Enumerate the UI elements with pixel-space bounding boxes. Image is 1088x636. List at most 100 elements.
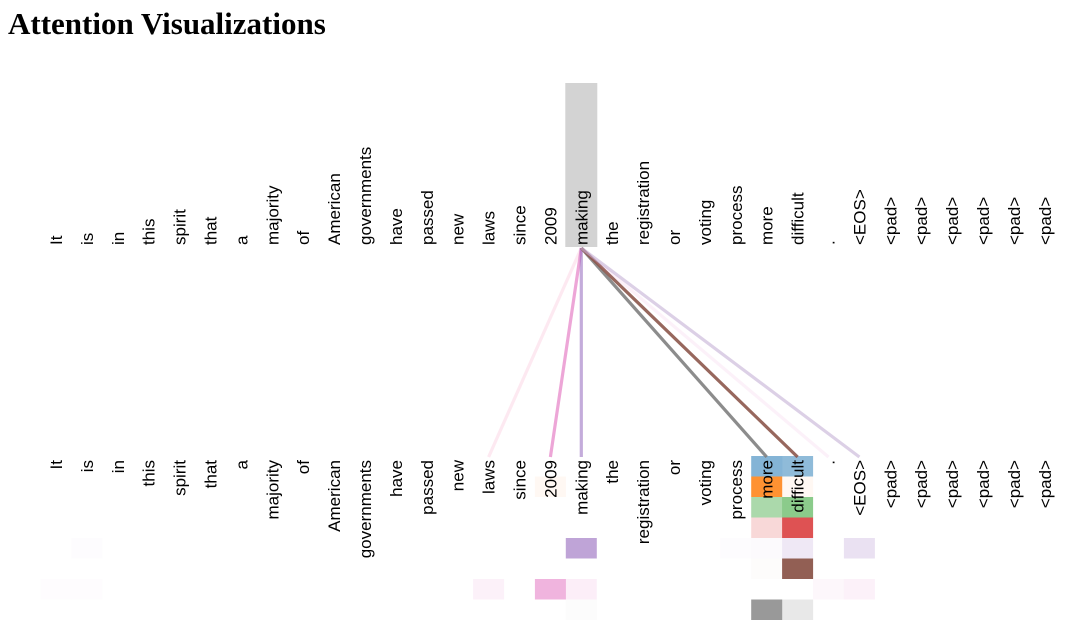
attention-cell-grid [41, 456, 875, 621]
target-token[interactable]: voting [696, 460, 715, 505]
source-token[interactable]: or [665, 230, 684, 245]
attention-line-25 [580, 246, 830, 459]
attention-cell-26-4 [843, 538, 875, 559]
attention-line-16 [548, 247, 583, 458]
target-token[interactable]: of [294, 460, 313, 474]
source-token[interactable]: difficult [789, 192, 808, 245]
target-token[interactable]: that [202, 460, 221, 489]
target-token[interactable]: It [47, 460, 66, 470]
attention-cell-23-7 [751, 599, 783, 620]
target-token[interactable]: this [140, 460, 159, 486]
source-token[interactable]: process [727, 185, 746, 245]
attention-line-23 [580, 246, 768, 459]
target-token[interactable]: 2009 [541, 460, 560, 498]
query-highlights [565, 83, 598, 247]
source-token[interactable]: a [232, 235, 251, 245]
source-token[interactable]: governments [356, 147, 375, 245]
attention-cell-24-3 [782, 517, 814, 538]
target-token[interactable]: laws [480, 460, 499, 494]
target-token[interactable]: spirit [171, 460, 190, 496]
query-token-highlight [565, 83, 598, 247]
source-token-row: It is in this spirit that a majority of American g… [47, 147, 1055, 245]
source-token[interactable]: 2009 [541, 207, 560, 245]
target-token[interactable]: <pad> [974, 460, 993, 508]
source-token[interactable]: new [449, 213, 468, 245]
target-token[interactable]: the [603, 460, 622, 484]
source-token[interactable]: <EOS> [850, 189, 869, 245]
target-token[interactable]: have [387, 460, 406, 497]
attention-cell-24-0 [782, 456, 814, 477]
source-token[interactable]: <pad> [974, 197, 993, 245]
source-token[interactable]: since [511, 205, 530, 245]
target-token[interactable]: difficult [789, 460, 808, 513]
attention-cell-1-6 [71, 579, 102, 600]
target-token[interactable]: American [325, 460, 344, 532]
target-token[interactable]: . [820, 460, 839, 465]
attention-line-14 [487, 247, 583, 458]
attention-cell-26-6 [843, 579, 875, 600]
target-token[interactable]: is [78, 460, 97, 472]
attention-cell-23-1 [751, 476, 783, 497]
attention-cell-24-1 [782, 476, 814, 497]
target-token[interactable]: <pad> [912, 460, 931, 508]
page-title: Attention Visualizations [8, 6, 326, 41]
target-token[interactable]: <pad> [943, 460, 962, 508]
target-token[interactable]: <EOS> [850, 460, 869, 516]
target-token[interactable]: or [665, 460, 684, 475]
source-token[interactable]: <pad> [1005, 197, 1024, 245]
attention-cell-22-4 [720, 538, 751, 559]
attention-cell-24-4 [782, 538, 814, 559]
source-token[interactable]: <pad> [881, 197, 900, 245]
attention-cell-24-5 [782, 558, 814, 579]
source-token[interactable]: <pad> [912, 197, 931, 245]
target-token[interactable]: a [232, 459, 251, 469]
source-token[interactable]: <pad> [943, 197, 962, 245]
target-token[interactable]: <pad> [1005, 460, 1024, 508]
target-token[interactable]: <pad> [1036, 460, 1055, 508]
source-token[interactable]: voting [696, 200, 715, 245]
source-token[interactable]: spirit [171, 209, 190, 245]
target-token[interactable]: governments [356, 460, 375, 558]
source-token[interactable]: more [758, 206, 777, 245]
attention-cell-17-7 [566, 600, 597, 621]
attention-cell-23-4 [751, 538, 782, 559]
target-token[interactable]: majority [263, 460, 282, 520]
source-token[interactable]: passed [418, 190, 437, 245]
target-token[interactable]: <pad> [881, 460, 900, 508]
attention-cell-0-6 [41, 579, 72, 600]
source-token[interactable]: registration [634, 161, 653, 245]
attention-cell-16-6 [534, 579, 566, 600]
source-token[interactable]: making [572, 190, 591, 245]
attention-line-26 [580, 246, 861, 459]
source-token[interactable]: is [78, 233, 97, 245]
target-token[interactable]: more [758, 460, 777, 499]
source-token[interactable]: majority [263, 185, 282, 245]
source-token[interactable]: this [140, 219, 159, 245]
attention-lines [487, 246, 861, 459]
source-token[interactable]: . [820, 240, 839, 245]
attention-cell-17-6 [565, 579, 597, 600]
attention-cell-1-4 [71, 538, 102, 559]
target-token[interactable]: process [727, 460, 746, 520]
attention-cell-24-7 [782, 599, 814, 620]
source-token[interactable]: laws [480, 211, 499, 245]
source-token[interactable]: that [202, 216, 221, 245]
target-token[interactable]: passed [418, 460, 437, 515]
target-token[interactable]: since [511, 460, 530, 500]
source-token[interactable]: have [387, 208, 406, 245]
target-token[interactable]: making [572, 460, 591, 515]
attention-line-24 [580, 246, 799, 459]
source-token[interactable]: in [109, 232, 128, 245]
source-token[interactable]: of [294, 231, 313, 245]
target-token[interactable]: in [109, 460, 128, 473]
target-token-row: It is in this spirit that a majority of American g… [47, 459, 1055, 558]
target-token[interactable]: new [449, 459, 468, 491]
source-token[interactable]: American [325, 173, 344, 245]
attention-cell-23-5 [751, 559, 782, 580]
source-token[interactable]: It [47, 235, 66, 245]
attention-cell-17-4 [565, 538, 597, 559]
target-token[interactable]: registration [634, 460, 653, 544]
source-token[interactable]: the [603, 221, 622, 245]
source-token[interactable]: <pad> [1036, 197, 1055, 245]
